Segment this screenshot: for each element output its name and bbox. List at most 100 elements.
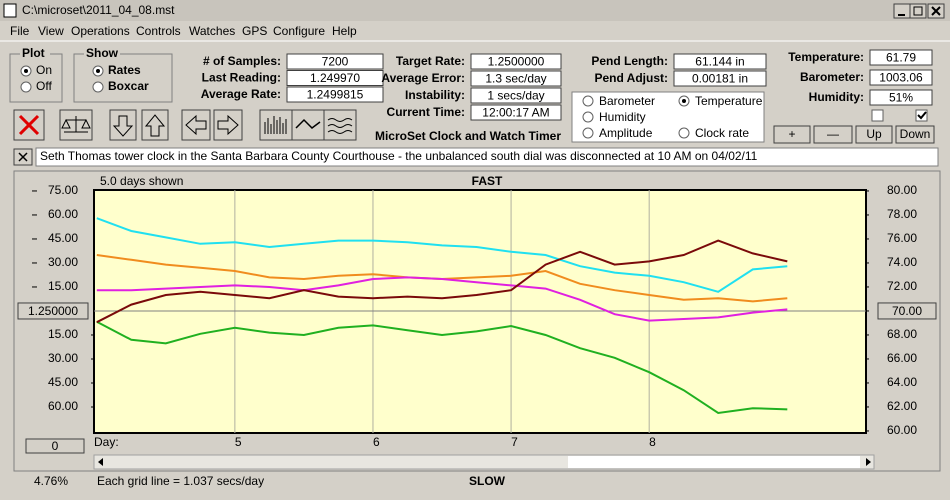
y2-tick-label: 78.00 xyxy=(887,207,917,221)
group-box xyxy=(73,53,173,103)
y-tick-label: 1.250000 xyxy=(28,304,78,318)
scroll-right[interactable] xyxy=(866,458,871,466)
title-bar xyxy=(0,0,950,21)
maximize[interactable] xyxy=(909,3,927,19)
field-label: # of Samples: xyxy=(203,54,281,68)
field-value-box[interactable] xyxy=(673,70,767,87)
checkbox[interactable] xyxy=(871,109,884,122)
field-value-box[interactable] xyxy=(470,70,562,87)
reference-box[interactable] xyxy=(877,302,937,320)
menu-item: Controls xyxy=(136,24,181,38)
field-label: Temperature: xyxy=(788,50,864,64)
group-label-bg xyxy=(20,48,50,60)
menu-item: GPS xyxy=(242,24,267,38)
zoom-button[interactable] xyxy=(25,438,85,454)
field-value-box[interactable] xyxy=(673,53,767,70)
scroll-thumb[interactable] xyxy=(568,456,860,468)
field-label: Barometer: xyxy=(800,70,864,84)
button[interactable] xyxy=(855,125,893,144)
y2-tick-label: 80.00 xyxy=(887,183,917,197)
field-value-box[interactable] xyxy=(286,86,384,103)
max-glyph xyxy=(913,6,923,16)
scale-percent: 4.76% xyxy=(34,474,68,488)
series-radio[interactable] xyxy=(582,127,594,139)
menu-item: Operations xyxy=(71,24,130,38)
series-radio[interactable] xyxy=(582,111,594,123)
y-tick-label: 30.00 xyxy=(48,351,78,365)
field-value: 1.249970 xyxy=(310,71,360,85)
field-value-box[interactable] xyxy=(286,53,384,70)
group-label-bg xyxy=(84,48,120,60)
x-tick-label: 8 xyxy=(649,435,656,449)
reference-box[interactable] xyxy=(17,302,89,320)
bars-button[interactable] xyxy=(259,109,293,141)
field-label: Instability: xyxy=(405,88,465,102)
radio[interactable] xyxy=(92,81,104,93)
menu-item: View xyxy=(38,24,64,38)
y-tick-label: 15.00 xyxy=(48,327,78,341)
y-tick-label: 15.00 xyxy=(48,279,78,293)
group-label: Plot xyxy=(22,46,45,60)
group-label: Show xyxy=(86,46,119,60)
field-label: Pend Adjust: xyxy=(594,71,668,85)
days-shown: 5.0 days shown xyxy=(100,174,183,188)
clear-glyph xyxy=(18,152,28,162)
series-radio-dot xyxy=(682,99,686,103)
button-label: Up xyxy=(866,127,882,141)
down-button[interactable] xyxy=(109,109,137,141)
window-controls[interactable] xyxy=(893,3,945,19)
menu-item: File xyxy=(10,24,30,38)
series-line xyxy=(96,239,788,324)
up-glyph xyxy=(144,114,166,137)
app-title: MicroSet Clock and Watch Timer xyxy=(375,129,561,143)
field-value: 61.144 in xyxy=(695,55,744,69)
comment-text: Seth Thomas tower clock in the Santa Bar… xyxy=(40,149,758,163)
field-value-box[interactable] xyxy=(470,104,562,121)
series-label: Barometer xyxy=(599,94,655,108)
radio[interactable] xyxy=(20,81,32,93)
x-tick-label: 5 xyxy=(235,435,242,449)
y2-tick-label: 62.00 xyxy=(887,399,917,413)
button[interactable] xyxy=(813,125,853,144)
field-value-box[interactable] xyxy=(869,89,933,106)
down-glyph xyxy=(112,115,134,137)
field-value: 61.79 xyxy=(886,51,916,65)
line-glyph xyxy=(295,118,321,129)
check-glyph xyxy=(917,111,927,120)
balance-glyph xyxy=(61,116,91,133)
field-value: 51% xyxy=(889,91,913,105)
field-label: Last Reading: xyxy=(202,71,281,85)
y-tick-label: 45.00 xyxy=(48,231,78,245)
scroll-left[interactable] xyxy=(98,458,103,466)
comment-box[interactable] xyxy=(35,147,939,167)
radio-label: Off xyxy=(36,79,52,93)
field-value: 1003.06 xyxy=(879,71,923,85)
field-value-box[interactable] xyxy=(286,70,384,86)
field-value-box[interactable] xyxy=(470,87,562,104)
field-label: Humidity: xyxy=(809,90,864,104)
field-value-box[interactable] xyxy=(869,69,933,86)
y2-tick-label: 70.00 xyxy=(892,304,922,318)
button[interactable] xyxy=(773,125,811,144)
radio-dot xyxy=(96,69,100,73)
field-label: Average Rate: xyxy=(201,87,281,101)
wave-glyph xyxy=(327,118,353,134)
field-value-box[interactable] xyxy=(470,53,562,70)
y-tick-label: 75.00 xyxy=(48,183,78,197)
y2-tick-label: 60.00 xyxy=(887,423,917,437)
field-value-box[interactable] xyxy=(869,49,933,66)
menu-item: Help xyxy=(332,24,357,38)
left-glyph xyxy=(185,114,207,136)
checkbox[interactable] xyxy=(915,109,928,122)
field-value: 1 secs/day xyxy=(487,89,544,103)
field-value: 1.2500000 xyxy=(488,55,545,69)
series-radio[interactable] xyxy=(678,127,690,139)
fast-label: FAST xyxy=(472,174,503,188)
y-tick-label: 60.00 xyxy=(48,399,78,413)
series-label: Clock rate xyxy=(695,126,749,140)
series-radio[interactable] xyxy=(582,95,594,107)
series-line xyxy=(96,320,788,415)
button[interactable] xyxy=(895,125,935,144)
